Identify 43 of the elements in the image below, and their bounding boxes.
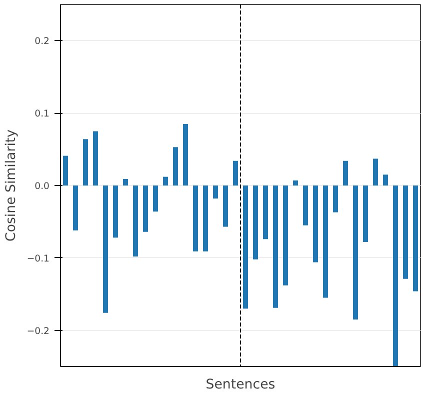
bar bbox=[283, 186, 288, 286]
bar bbox=[113, 186, 118, 238]
y-tick-label: −0.1 bbox=[26, 253, 50, 264]
bar bbox=[183, 124, 188, 186]
y-tick-label: −0.2 bbox=[26, 326, 50, 337]
bar bbox=[63, 156, 68, 186]
bar bbox=[413, 186, 418, 292]
bar bbox=[133, 186, 138, 256]
bar bbox=[273, 186, 278, 308]
bar bbox=[403, 186, 408, 279]
x-axis-title: Sentences bbox=[206, 378, 276, 392]
bar bbox=[323, 186, 328, 298]
bar bbox=[143, 186, 148, 232]
bar bbox=[173, 147, 178, 186]
y-tick-label: 0.1 bbox=[34, 108, 50, 120]
bar bbox=[253, 186, 258, 260]
bar bbox=[353, 186, 358, 320]
bar bbox=[243, 186, 248, 309]
bar bbox=[393, 186, 398, 366]
bar bbox=[223, 186, 228, 227]
bar bbox=[293, 180, 298, 186]
bar bbox=[203, 186, 208, 252]
bar bbox=[313, 186, 318, 262]
bar bbox=[383, 174, 388, 186]
bar bbox=[363, 186, 368, 242]
bar bbox=[263, 186, 268, 240]
bar bbox=[193, 186, 198, 252]
bar bbox=[343, 160, 348, 186]
bar bbox=[303, 186, 308, 226]
bar bbox=[83, 139, 88, 186]
bar bbox=[213, 186, 218, 199]
bar bbox=[73, 186, 78, 230]
bar bbox=[233, 160, 238, 186]
bar bbox=[153, 186, 158, 212]
y-tick-label: 0.2 bbox=[34, 36, 50, 48]
y-tick-label: 0.0 bbox=[34, 181, 50, 192]
bar bbox=[103, 186, 108, 313]
bar bbox=[123, 178, 128, 186]
bar bbox=[93, 131, 98, 186]
bar bbox=[373, 158, 378, 186]
bar bbox=[163, 176, 168, 186]
bar bbox=[333, 186, 338, 212]
y-axis-title: Cosine Similarity bbox=[4, 129, 19, 242]
